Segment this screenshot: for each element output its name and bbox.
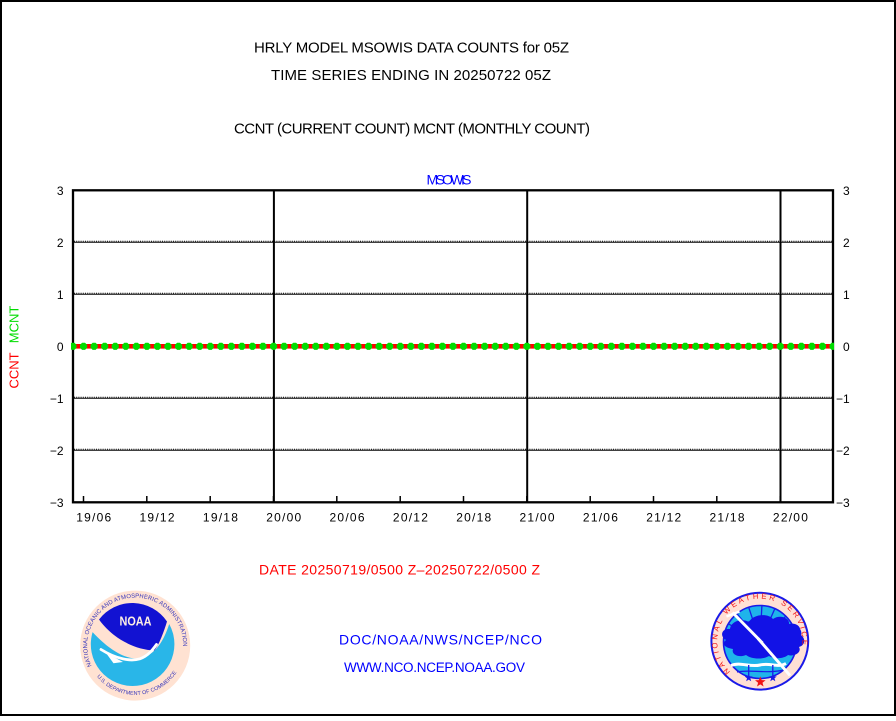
- svg-text:1: 1: [57, 288, 64, 302]
- svg-text:MSOWIS: MSOWIS: [427, 172, 472, 188]
- svg-text:TIME SERIES ENDING IN 20250722: TIME SERIES ENDING IN 20250722 05Z: [271, 67, 551, 84]
- svg-text:NOAA: NOAA: [120, 614, 153, 629]
- svg-text:2: 2: [843, 236, 850, 250]
- svg-text:−3: −3: [836, 496, 850, 510]
- svg-text:20/18: 20/18: [456, 511, 491, 525]
- svg-text:20/12: 20/12: [393, 511, 428, 525]
- svg-text:1: 1: [843, 288, 850, 302]
- svg-text:−2: −2: [50, 444, 64, 458]
- svg-text:−2: −2: [836, 444, 850, 458]
- svg-text:2: 2: [57, 236, 64, 250]
- svg-text:20/00: 20/00: [266, 511, 301, 525]
- svg-text:20/06: 20/06: [330, 511, 365, 525]
- svg-text:21/00: 21/00: [520, 511, 555, 525]
- svg-text:DATE 20250719/0500 Z–20250722/: DATE 20250719/0500 Z–20250722/0500 Z: [259, 562, 540, 578]
- svg-text:WWW.NCO.NCEP.NOAA.GOV: WWW.NCO.NCEP.NOAA.GOV: [344, 660, 525, 675]
- svg-text:19/12: 19/12: [140, 511, 175, 525]
- svg-text:−1: −1: [50, 392, 64, 406]
- svg-text:0: 0: [843, 340, 850, 354]
- svg-text:21/12: 21/12: [646, 511, 681, 525]
- svg-text:19/06: 19/06: [76, 511, 111, 525]
- svg-text:CCNT (CURRENT COUNT) MCNT (MON: CCNT (CURRENT COUNT) MCNT (MONTHLY COUNT…: [234, 120, 590, 137]
- svg-text:HRLY MODEL MSOWIS DATA COUNTS: HRLY MODEL MSOWIS DATA COUNTS for 05Z: [254, 40, 569, 57]
- svg-text:3: 3: [843, 184, 850, 198]
- svg-text:−3: −3: [50, 496, 64, 510]
- svg-text:DOC/NOAA/NWS/NCEP/NCO: DOC/NOAA/NWS/NCEP/NCO: [339, 631, 542, 647]
- svg-text:19/18: 19/18: [203, 511, 238, 525]
- svg-text:22/00: 22/00: [773, 511, 808, 525]
- svg-text:−1: −1: [836, 392, 850, 406]
- svg-text:3: 3: [57, 184, 64, 198]
- svg-text:21/18: 21/18: [710, 511, 745, 525]
- svg-text:21/06: 21/06: [583, 511, 618, 525]
- svg-text:MCNT: MCNT: [7, 306, 22, 344]
- svg-text:0: 0: [57, 340, 64, 354]
- svg-text:CCNT: CCNT: [7, 352, 22, 388]
